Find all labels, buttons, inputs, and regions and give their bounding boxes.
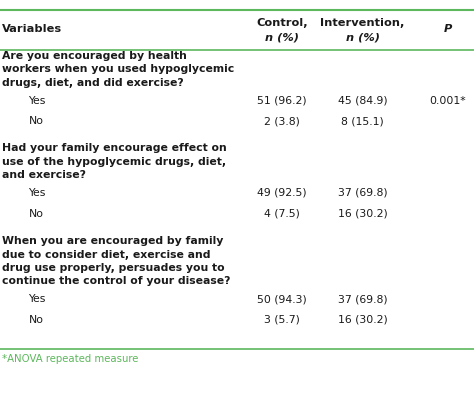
Text: workers when you used hypoglycemic: workers when you used hypoglycemic [2, 65, 235, 75]
Text: 50 (94.3): 50 (94.3) [257, 294, 307, 304]
Text: 49 (92.5): 49 (92.5) [257, 188, 307, 198]
Text: 3 (5.7): 3 (5.7) [264, 315, 300, 325]
Text: Variables: Variables [2, 24, 63, 34]
Text: continue the control of your disease?: continue the control of your disease? [2, 277, 231, 286]
Text: Yes: Yes [28, 188, 46, 198]
Text: No: No [28, 209, 44, 219]
Text: 37 (69.8): 37 (69.8) [338, 188, 387, 198]
Text: drugs, diet, and did exercise?: drugs, diet, and did exercise? [2, 78, 184, 88]
Text: 37 (69.8): 37 (69.8) [338, 294, 387, 304]
Text: *ANOVA repeated measure: *ANOVA repeated measure [2, 354, 139, 364]
Text: n (%): n (%) [346, 32, 380, 42]
Text: Are you encouraged by health: Are you encouraged by health [2, 51, 187, 61]
Text: No: No [28, 315, 44, 325]
Text: Had your family encourage effect on: Had your family encourage effect on [2, 144, 227, 154]
Text: 16 (30.2): 16 (30.2) [338, 209, 387, 219]
Text: 45 (84.9): 45 (84.9) [338, 95, 387, 105]
Text: 0.001*: 0.001* [429, 95, 466, 105]
Text: and exercise?: and exercise? [2, 170, 86, 180]
Text: 2 (3.8): 2 (3.8) [264, 117, 300, 126]
Text: No: No [28, 117, 44, 126]
Text: P: P [444, 24, 452, 34]
Text: Control,: Control, [256, 18, 308, 28]
Text: 8 (15.1): 8 (15.1) [341, 117, 384, 126]
Text: 16 (30.2): 16 (30.2) [338, 315, 387, 325]
Text: Intervention,: Intervention, [320, 18, 405, 28]
Text: 51 (96.2): 51 (96.2) [257, 95, 307, 105]
Text: Yes: Yes [28, 95, 46, 105]
Text: 4 (7.5): 4 (7.5) [264, 209, 300, 219]
Text: use of the hypoglycemic drugs, diet,: use of the hypoglycemic drugs, diet, [2, 157, 227, 167]
Text: Yes: Yes [28, 294, 46, 304]
Text: n (%): n (%) [265, 32, 299, 42]
Text: due to consider diet, exercise and: due to consider diet, exercise and [2, 249, 211, 259]
Text: drug use properly, persuades you to: drug use properly, persuades you to [2, 263, 225, 273]
Text: When you are encouraged by family: When you are encouraged by family [2, 236, 224, 246]
